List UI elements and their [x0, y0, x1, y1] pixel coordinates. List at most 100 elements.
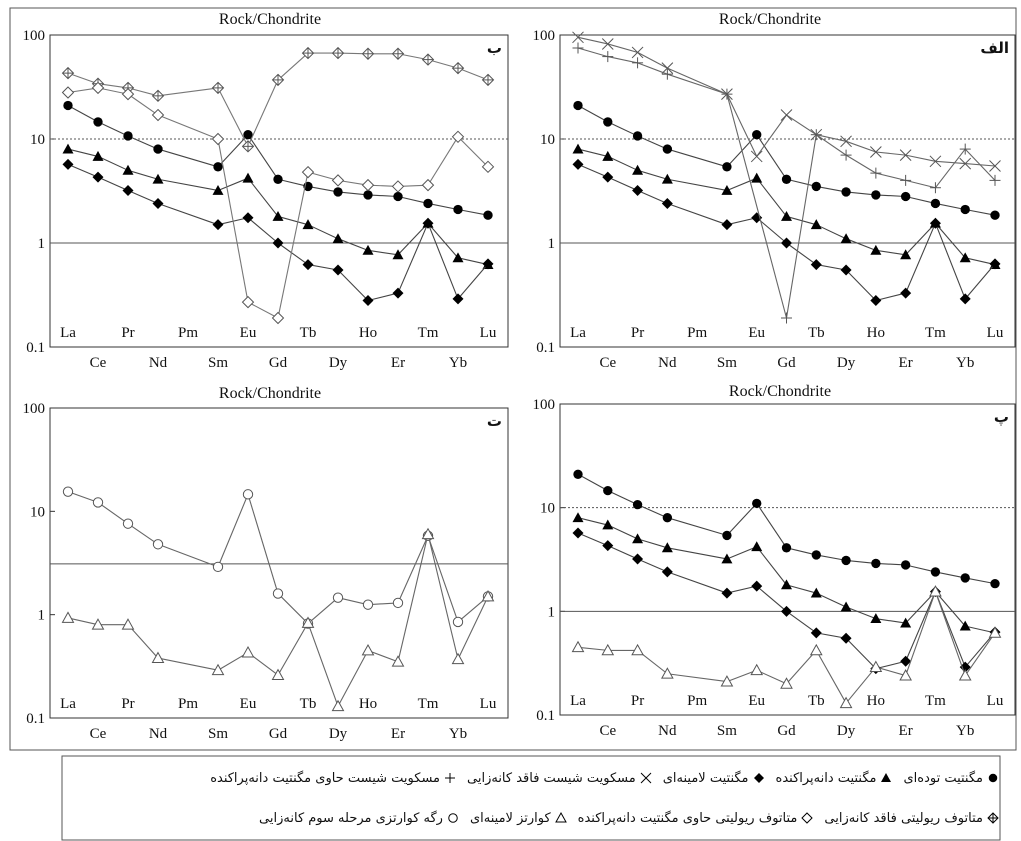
marker-shape: [212, 219, 224, 231]
marker-shape: [751, 580, 763, 592]
marker-shape: [573, 469, 583, 479]
marker: [451, 130, 465, 144]
marker: [332, 592, 344, 603]
marker: [602, 51, 614, 63]
marker: [958, 669, 972, 681]
series-segment: [667, 673, 728, 683]
marker-shape: [272, 210, 284, 221]
y-tick-label: 0.1: [26, 711, 45, 727]
legend-label: مسکویت شیست حاوی مگنتیت دانه‌پراکنده: [210, 770, 440, 786]
marker: [929, 585, 942, 597]
series-segment: [397, 222, 429, 294]
series-segment: [875, 194, 906, 198]
marker: [752, 498, 762, 509]
y-tick-label: 100: [23, 401, 46, 417]
marker: [781, 210, 792, 221]
marker-shape: [810, 259, 822, 271]
marker: [989, 174, 1001, 186]
marker: [554, 811, 567, 823]
y-tick-label: 10: [30, 132, 45, 148]
x-tick-label: Gd: [777, 355, 796, 371]
series-segment: [756, 669, 787, 685]
marker-shape: [573, 100, 583, 111]
series-segment: [367, 249, 399, 256]
y-tick-label: 1: [548, 604, 556, 620]
series-segment: [607, 56, 638, 64]
marker: [363, 190, 373, 200]
marker: [243, 130, 253, 140]
marker-shape: [632, 184, 644, 196]
series-segment: [935, 591, 966, 627]
marker: [212, 219, 224, 231]
x-tick-label: Nd: [149, 726, 168, 742]
marker: [331, 174, 345, 187]
marker-shape: [721, 553, 733, 564]
series-segment: [457, 596, 489, 660]
marker-shape: [900, 191, 911, 202]
series-segment: [756, 585, 787, 612]
series-segment: [845, 140, 877, 153]
marker: [871, 558, 881, 569]
marker: [959, 293, 971, 305]
x-tick-label: Sm: [717, 723, 737, 739]
marker: [632, 184, 644, 196]
series-segment: [577, 473, 609, 492]
x-tick-label: Er: [899, 355, 913, 371]
marker: [990, 578, 1000, 589]
marker-shape: [572, 512, 584, 523]
marker: [602, 519, 614, 530]
marker-shape: [393, 191, 403, 202]
series-segment: [307, 185, 339, 193]
marker: [421, 178, 435, 192]
marker: [452, 293, 464, 305]
series: [62, 158, 494, 306]
panel-label: ت: [487, 412, 502, 430]
series: [572, 143, 1001, 269]
marker-shape: [900, 655, 912, 667]
x-tick-label: Er: [899, 723, 913, 739]
series-segment: [935, 222, 966, 259]
series-segment: [577, 532, 609, 547]
marker-shape: [121, 618, 135, 630]
marker: [632, 164, 644, 175]
series-segment: [964, 263, 996, 300]
marker: [809, 643, 823, 656]
y-tick-label: 0.1: [536, 708, 555, 724]
series-segment: [607, 490, 638, 506]
series-segment: [67, 163, 99, 178]
x-tick-label: Ho: [359, 325, 377, 341]
marker: [241, 646, 255, 658]
series-segment: [427, 202, 459, 211]
marker: [810, 587, 822, 598]
marker-shape: [960, 573, 970, 583]
legend-label: مگنتیت دانه‌پراکنده: [775, 770, 877, 786]
marker: [661, 542, 673, 553]
panel-label: ب: [487, 39, 502, 57]
marker: [573, 100, 583, 111]
marker: [632, 553, 644, 565]
marker: [91, 618, 105, 630]
series-segment: [816, 632, 847, 639]
marker: [483, 210, 493, 220]
marker: [811, 550, 821, 560]
x-tick-label: Tb: [808, 325, 825, 341]
series-segment: [127, 523, 159, 545]
x-tick-label: La: [60, 696, 76, 712]
series-segment: [637, 504, 668, 519]
marker: [661, 197, 673, 209]
legend-label: متاتوف ریولیتی فاقد کانه‌زایی: [824, 810, 983, 826]
x-tick-label: Ce: [90, 726, 107, 742]
marker-shape: [899, 669, 912, 681]
series: [61, 46, 495, 153]
marker-shape: [929, 585, 942, 597]
marker-shape: [870, 244, 882, 255]
series-segment: [427, 535, 459, 623]
marker-shape: [870, 146, 882, 158]
marker-shape: [958, 669, 972, 681]
series-segment: [637, 558, 668, 573]
series-segment: [577, 148, 608, 157]
marker-shape: [959, 661, 971, 673]
marker-shape: [988, 773, 998, 783]
series-segment: [97, 121, 129, 137]
